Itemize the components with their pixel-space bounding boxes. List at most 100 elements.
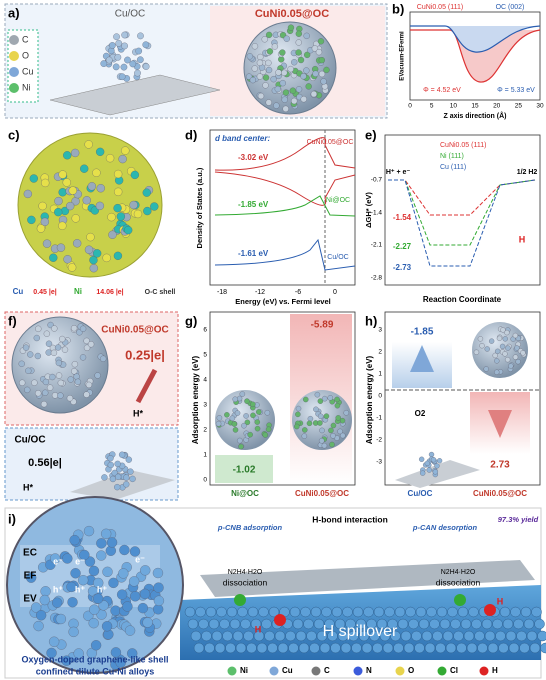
label: CuNi0.05@OC: [307, 139, 354, 146]
slab-atom: [327, 630, 338, 642]
label: -1.54: [393, 213, 412, 222]
label: e⁻: [75, 556, 85, 566]
atom: [323, 413, 330, 419]
slab-atom: [334, 618, 346, 630]
label: Oxygen-doped graphene-like shell: [21, 654, 168, 664]
label: 97.3% yield: [498, 515, 539, 524]
atom: [339, 432, 346, 439]
atom: [287, 24, 295, 31]
atom: [271, 43, 279, 50]
slab-atom: [219, 618, 230, 630]
atom: [101, 621, 113, 632]
slab-atom: [405, 606, 416, 618]
label: -1.4: [371, 210, 383, 217]
path-red: [388, 179, 536, 216]
atom: [508, 363, 514, 369]
atom: [318, 57, 325, 64]
label: Ni (111): [440, 153, 464, 160]
atom: [52, 597, 63, 608]
atom: [51, 325, 58, 332]
slab-atom: [400, 630, 412, 642]
atom: [512, 354, 519, 360]
atom: [124, 225, 133, 235]
slab-atom: [376, 618, 388, 630]
label: H: [492, 666, 498, 675]
atom: [25, 367, 32, 374]
label: H spillover: [323, 623, 398, 640]
slab-atom: [519, 642, 530, 654]
atom: [69, 534, 80, 546]
slab-atom: [340, 642, 352, 654]
atom: [67, 597, 78, 608]
atom: [100, 355, 107, 362]
atom: [123, 474, 130, 481]
atom: [54, 196, 63, 206]
atom: [63, 151, 72, 160]
atom: [41, 178, 50, 188]
atom: [84, 140, 93, 149]
label: 0: [378, 393, 382, 400]
label: p-CAN desorption: [412, 523, 478, 532]
atom: [36, 224, 46, 233]
label: -1.85: [411, 327, 434, 338]
slab-atom: [384, 606, 395, 618]
atom: [55, 372, 63, 379]
atom: [105, 56, 113, 64]
atom: [232, 427, 239, 433]
legend-swatch: [9, 83, 19, 93]
atom: [96, 184, 105, 193]
atom: [116, 212, 126, 221]
atom: [142, 617, 153, 628]
atom: [321, 442, 328, 449]
atom: [289, 87, 296, 94]
atom: [68, 626, 79, 638]
atom: [113, 33, 120, 41]
slab-atom: [502, 618, 514, 630]
label: ΔGH* (eV): [364, 192, 373, 228]
atom: [330, 422, 337, 429]
dos-green: [214, 195, 356, 217]
dos-red-down: [214, 171, 356, 206]
atom: [67, 263, 77, 272]
slab-atom: [229, 618, 241, 630]
slab-atom: [331, 606, 343, 618]
slab-atom: [330, 642, 341, 654]
atom: [295, 405, 302, 412]
slab-atom: [292, 618, 304, 630]
atom: [95, 201, 105, 211]
nanosphere: [215, 390, 275, 450]
label: dissociation: [223, 577, 268, 587]
atom: [135, 47, 143, 55]
atom: [335, 415, 341, 421]
label: -5.89: [311, 320, 334, 331]
atom: [102, 566, 113, 577]
slab-atom: [390, 630, 401, 642]
atom: [124, 56, 131, 64]
label: Cu/OC: [14, 435, 45, 446]
slab-atom: [510, 606, 521, 618]
slab-atom: [429, 618, 440, 630]
atom: [92, 249, 102, 258]
atom: [49, 373, 56, 381]
atom: [262, 74, 270, 81]
atom: [153, 595, 165, 606]
molecule-atom: [454, 594, 466, 606]
slab-atom: [382, 642, 394, 654]
atom: [231, 421, 238, 427]
atom: [19, 379, 26, 386]
atom: [18, 360, 25, 367]
slab-atom: [232, 630, 244, 642]
label: 30: [536, 103, 544, 110]
atom: [317, 413, 324, 420]
label: confined dilute Cu-Ni alloys: [36, 666, 155, 676]
label: -2.73: [393, 263, 412, 272]
label: -0.7: [371, 177, 383, 184]
slab-atom: [204, 642, 215, 654]
atom: [137, 32, 144, 40]
slab-atom: [258, 606, 269, 618]
label: OC (002): [496, 4, 525, 11]
slab-atom: [487, 642, 499, 654]
slab-atom: [394, 606, 406, 618]
slab-atom: [235, 642, 247, 654]
slab-atom: [492, 618, 503, 630]
